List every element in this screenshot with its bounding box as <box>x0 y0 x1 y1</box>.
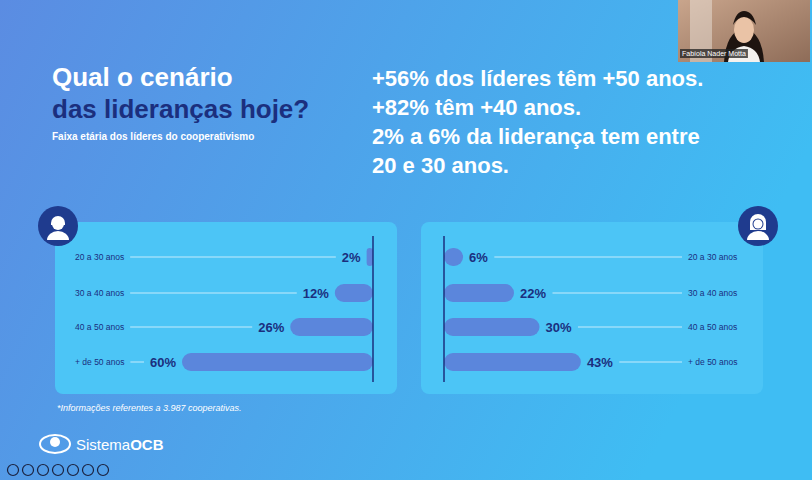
category-label: 40 a 50 anos <box>75 322 124 332</box>
icon-body <box>747 231 769 240</box>
icon-body <box>47 231 69 240</box>
category-label: 30 a 40 anos <box>75 288 124 298</box>
axis-line <box>372 236 374 382</box>
title-line: Qual o cenário <box>52 62 233 92</box>
leader-line <box>130 362 144 363</box>
panel-background <box>421 222 763 394</box>
headline-line: 20 e 30 anos. <box>372 153 509 178</box>
icon-circle <box>38 206 78 246</box>
data-label: 12% <box>303 286 329 301</box>
leader-line <box>494 257 682 258</box>
icon-face <box>753 219 764 230</box>
webcam-face <box>734 17 754 43</box>
bar <box>444 284 514 302</box>
leader-line <box>130 327 252 328</box>
category-label: 30 a 40 anos <box>688 288 737 298</box>
webcam: Fabíola Nader Motta <box>678 0 810 62</box>
toolbar-icon <box>23 465 34 476</box>
bar <box>444 353 581 371</box>
bars <box>182 248 373 371</box>
toolbar-icon <box>98 465 109 476</box>
bar <box>367 248 373 266</box>
category-label: + de 50 anos <box>688 357 737 367</box>
icon-head <box>52 218 64 230</box>
category-label: + de 50 anos <box>75 357 124 367</box>
category-label: 20 a 30 anos <box>75 252 124 262</box>
background <box>0 0 812 480</box>
icon-head <box>754 220 763 229</box>
leader-line <box>130 257 336 258</box>
chart-panel: 2% 20 a 30 anos 12% 30 a 40 anos 26% 40 a 50 … <box>55 222 397 394</box>
data-label: 22% <box>520 286 546 301</box>
data-label: 2% <box>342 250 361 265</box>
data-label: 30% <box>546 320 572 335</box>
webcam-hair <box>733 11 756 25</box>
panel-background <box>55 222 397 394</box>
logo-mark <box>50 437 60 447</box>
leader-line <box>130 293 297 294</box>
bar <box>182 353 373 371</box>
toolbar-icon <box>8 465 19 476</box>
bars <box>444 248 581 371</box>
logo: SistemaOCB <box>40 435 164 453</box>
logo-word: OCB <box>130 436 164 453</box>
data-label: 60% <box>150 355 176 370</box>
person-icon <box>738 206 778 246</box>
category-label: 40 a 50 anos <box>688 322 737 332</box>
data-label: 43% <box>587 355 613 370</box>
bar <box>444 318 540 336</box>
leader-line <box>578 327 682 328</box>
name-tag <box>680 49 748 58</box>
icon-hair <box>750 214 766 230</box>
headline-line: +56% dos líderes têm +50 anos. <box>372 66 703 91</box>
logo-word: Sistema <box>76 436 131 453</box>
title-line: das lideranças hoje? <box>52 94 309 124</box>
subtitle: Faixa etária dos líderes do cooperativis… <box>52 131 254 142</box>
headline-line: 2% a 6% da liderança tem entre <box>372 124 700 149</box>
leader-line <box>552 293 682 294</box>
slide: Qual o cenáriodas lideranças hoje? Faixa … <box>0 0 812 480</box>
person-icon <box>38 206 78 246</box>
category-label: 20 a 30 anos <box>688 252 737 262</box>
toolbar-icon <box>83 465 94 476</box>
presenter-name: Fabíola Nader Motta <box>682 50 746 57</box>
data-label: 6% <box>469 250 488 265</box>
bar <box>444 248 463 266</box>
icon-circle <box>738 206 778 246</box>
bar <box>290 318 373 336</box>
toolbar-icon <box>68 465 79 476</box>
axis-line <box>443 236 445 382</box>
toolbar-icon <box>38 465 49 476</box>
headline-line: +82% têm +40 anos. <box>372 95 581 120</box>
leader-line <box>619 362 682 363</box>
data-label: 26% <box>258 320 284 335</box>
footnote: *Informações referentes a 3.987 cooperat… <box>57 403 242 413</box>
webcam-frame <box>678 0 810 62</box>
bar <box>335 284 373 302</box>
logo-mark <box>40 435 70 453</box>
logo-text: SistemaOCB <box>76 436 164 453</box>
toolbar-icon <box>53 465 64 476</box>
chart-panel: 6% 20 a 30 anos 22% 30 a 40 anos 30% 40 a 50 … <box>421 222 763 394</box>
